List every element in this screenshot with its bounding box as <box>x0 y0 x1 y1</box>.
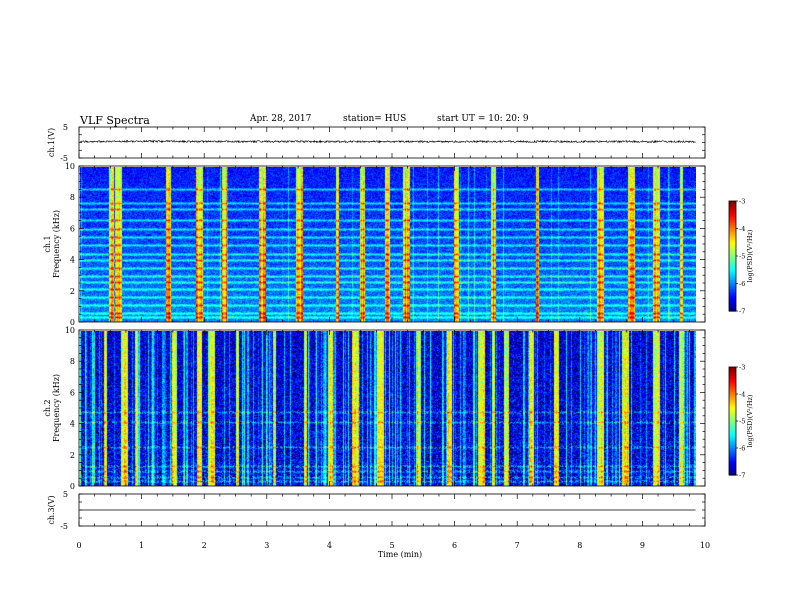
colorbar-tick-label-ch1-spectrogram--7: -7 <box>739 308 745 316</box>
ytick-label-ch3-waveform-5: 5 <box>63 490 68 499</box>
figure-station: station= HUS <box>343 114 407 124</box>
spectrogram-image-ch1 <box>80 167 696 322</box>
colorbar-label-ch1-spectrogram: log(PSD)(V²/Hz) <box>746 229 754 282</box>
ylabel-frequency-ch1-spectrogram: Frequency (kHz) <box>52 210 61 278</box>
colorbar-tick-label-ch2-spectrogram--4: -4 <box>739 391 745 399</box>
ylabel-ch3-waveform: ch.3(V) <box>47 495 56 524</box>
colorbar-label-ch2-spectrogram: log(PSD)(V²/Hz) <box>746 394 754 447</box>
ytick-label-ch2-spectrogram-2: 2 <box>70 451 75 460</box>
ytick-label-ch2-spectrogram-6: 6 <box>70 388 75 397</box>
ytick-label-ch1-waveform--5: -5 <box>60 154 68 163</box>
axes-ch2-spectrogram: 0 2 4 6 8 10 ch.2 Frequency (kHz) <box>43 326 706 491</box>
ytick-label-ch2-spectrogram-10: 10 <box>65 326 75 335</box>
colorbar-tick-label-ch2-spectrogram--3: -3 <box>739 364 745 372</box>
ytick-label-ch1-spectrogram-10: 10 <box>65 162 75 171</box>
ytick-label-ch2-spectrogram-4: 4 <box>70 420 75 429</box>
ylabel-ch1-waveform: ch.1(V) <box>47 128 56 157</box>
xtick-label-2: 2 <box>202 541 207 550</box>
xtick-label-5: 5 <box>389 541 394 550</box>
xtick-label-0: 0 <box>76 541 81 550</box>
xtick-label-9: 9 <box>640 541 645 550</box>
ytick-label-ch1-waveform-5: 5 <box>63 123 68 132</box>
figure-title: VLF Spectra <box>80 114 150 127</box>
ytick-label-ch3-waveform--5: -5 <box>60 522 68 531</box>
spectrogram-image-ch2 <box>80 331 696 486</box>
waveform-panel-ch1-waveform <box>79 139 696 144</box>
figure-date: Apr. 28, 2017 <box>250 114 312 124</box>
colorbar-tick-label-ch1-spectrogram--4: -4 <box>739 225 745 233</box>
axes-ch1-spectrogram: 0 2 4 6 8 10 ch.1 Frequency (kHz) <box>43 162 706 327</box>
ylabel-frequency-ch2-spectrogram: Frequency (kHz) <box>52 374 61 442</box>
x-axis: 0 1 2 3 4 5 6 7 8 9 10 Time (min) <box>76 541 710 559</box>
xtick-label-8: 8 <box>577 541 582 550</box>
ytick-label-ch1-spectrogram-2: 2 <box>70 287 75 296</box>
figure-start-time: start UT = 10: 20: 9 <box>437 114 529 124</box>
colorbar-ch1-spectrogram: -3 -4 -5 -6 -7 log(PSD)(V²/Hz) <box>728 198 754 316</box>
colorbar-tick-label-ch1-spectrogram--6: -6 <box>739 280 745 288</box>
xtick-label-4: 4 <box>327 541 332 550</box>
ytick-label-ch1-spectrogram-8: 8 <box>70 193 75 202</box>
ytick-label-ch2-spectrogram-0: 0 <box>70 482 75 491</box>
colorbar-tick-label-ch2-spectrogram--6: -6 <box>739 445 745 453</box>
ylabel-channel-ch2-spectrogram: ch.2 <box>43 399 52 416</box>
ytick-label-ch1-spectrogram-6: 6 <box>70 224 75 233</box>
colorbar-tick-label-ch2-spectrogram--5: -5 <box>739 418 745 426</box>
xtick-label-3: 3 <box>264 541 269 550</box>
ylabel-channel-ch1-spectrogram: ch.1 <box>43 235 52 252</box>
colorbar-ch2-spectrogram: -3 -4 -5 -6 -7 log(PSD)(V²/Hz) <box>728 364 754 480</box>
colorbar-tick-label-ch1-spectrogram--3: -3 <box>739 198 745 206</box>
ytick-label-ch1-spectrogram-0: 0 <box>70 318 75 327</box>
colorbar-tick-label-ch2-spectrogram--7: -7 <box>739 472 745 480</box>
xtick-label-7: 7 <box>515 541 520 550</box>
xtick-label-10: 10 <box>700 541 710 550</box>
xtick-label-1: 1 <box>139 541 144 550</box>
axes-ch3-waveform: 5 -5 ch.3(V) <box>47 490 706 531</box>
axes-ch1-waveform: 5 -5 ch.1(V) <box>47 123 706 163</box>
ytick-label-ch1-spectrogram-4: 4 <box>70 256 75 265</box>
colorbar-tick-label-ch1-spectrogram--5: -5 <box>739 253 745 261</box>
x-axis-label: Time (min) <box>378 550 422 559</box>
ytick-label-ch2-spectrogram-8: 8 <box>70 357 75 366</box>
waveform-trace-ch1-waveform <box>79 139 696 144</box>
xtick-label-6: 6 <box>452 541 457 550</box>
